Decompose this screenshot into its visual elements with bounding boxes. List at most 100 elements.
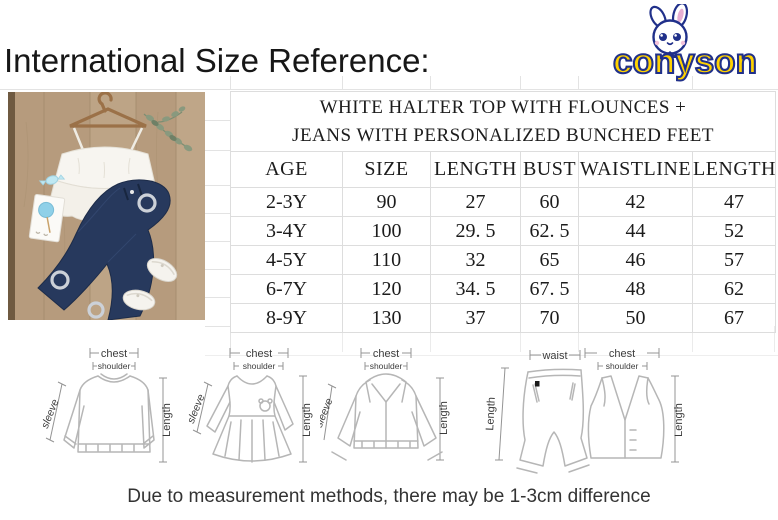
product-title-cell: WHITE HALTER TOP WITH FLOUNCES + JEANS W… [229, 91, 777, 152]
table-row: 4-5Y 110 32 65 46 57 [230, 245, 777, 275]
length-label: Length [484, 397, 498, 431]
sleeve-label: sleeve [320, 396, 336, 429]
length-label: Length [673, 403, 685, 437]
grid-line [205, 241, 230, 242]
hooded-jacket-diagram: chest shoulder sleeve Length [320, 348, 450, 461]
cell: 32 [430, 245, 521, 275]
cell: 90 [342, 187, 431, 217]
bunny-icon [649, 4, 689, 58]
sweatshirt-diagram: chest shoulder sleeve Length [40, 348, 173, 463]
length-label: Length [438, 401, 450, 435]
cell: 130 [342, 303, 431, 333]
shoulder-label: shoulder [243, 361, 276, 371]
grid-line [342, 326, 343, 352]
cell: 62. 5 [520, 216, 579, 246]
column-header: BUST [520, 151, 579, 188]
navy-jeans [37, 179, 171, 320]
waist-label: waist [541, 350, 567, 362]
cell: 29. 5 [430, 216, 521, 246]
product-title-line1: WHITE HALTER TOP WITH FLOUNCES + [319, 96, 687, 118]
wooden-hanger [69, 92, 147, 128]
cell: 46 [578, 245, 693, 275]
brand-logo: conyson [592, 2, 778, 88]
cell: 47 [691, 187, 777, 217]
measurement-disclaimer: Due to measurement methods, there may be… [127, 486, 651, 507]
card-with-lollipop [28, 194, 66, 243]
cell: 57 [691, 245, 777, 275]
grid-line [205, 185, 230, 186]
grid-line [520, 76, 521, 89]
cell: 48 [578, 274, 693, 304]
cell: 42 [578, 187, 693, 217]
cell: 50 [578, 303, 693, 333]
pants-diagram: waist Length [484, 350, 590, 474]
cell: 27 [430, 187, 521, 217]
grid-line [205, 120, 230, 121]
cell: 67. 5 [520, 274, 579, 304]
eucalyptus-sprig [143, 106, 193, 152]
grid-line [0, 89, 778, 90]
table-header-row: AGE SIZE LENGTH BUST WAISTLINE LENGTH [230, 151, 777, 188]
cell: 100 [342, 216, 431, 246]
cell: 6-7Y [230, 274, 343, 304]
column-header: LENGTH [430, 151, 521, 188]
table-row: 3-4Y 100 29. 5 62. 5 44 52 [230, 216, 777, 246]
cell: 62 [691, 274, 777, 304]
cell: 52 [691, 216, 777, 246]
grid-line [205, 326, 230, 327]
sleeve-label: sleeve [185, 392, 208, 425]
grid-line [774, 326, 775, 352]
cell: 120 [342, 274, 431, 304]
tag-mark [535, 381, 540, 387]
chest-label: chest [373, 348, 399, 360]
chest-label: chest [609, 348, 635, 360]
shoulder-label: shoulder [98, 361, 131, 371]
grid-line [205, 150, 230, 151]
grid-line [230, 76, 231, 89]
table-row: 8-9Y 130 37 70 50 67 [230, 303, 777, 333]
shoulder-label: shoulder [606, 361, 639, 371]
product-photo [8, 92, 205, 320]
vest-diagram: chest shoulder Length [584, 348, 685, 463]
white-shoes [122, 258, 178, 311]
grid-line [692, 76, 693, 89]
column-header: WAISTLINE [578, 151, 693, 188]
candy [38, 174, 66, 186]
cell: 110 [342, 245, 431, 275]
grid-line [692, 326, 693, 352]
column-header: AGE [230, 151, 343, 188]
size-table: WHITE HALTER TOP WITH FLOUNCES + JEANS W… [229, 91, 777, 333]
grid-line [205, 355, 778, 356]
grid-line [342, 76, 343, 89]
grid-line [205, 213, 230, 214]
grid-line [205, 269, 230, 270]
chest-label: chest [246, 348, 272, 360]
dress-diagram: chest shoulder sleeve Length [185, 348, 313, 463]
chest-label: chest [101, 348, 127, 360]
cell: 3-4Y [230, 216, 343, 246]
column-header: LENGTH [691, 151, 777, 188]
length-label: Length [161, 403, 173, 437]
cell: 8-9Y [230, 303, 343, 333]
cell: 4-5Y [230, 245, 343, 275]
table-row: 2-3Y 90 27 60 42 47 [230, 187, 777, 217]
page-title: International Size Reference: [4, 42, 430, 79]
cell: 60 [520, 187, 579, 217]
cell: 67 [691, 303, 777, 333]
grid-line [230, 326, 231, 352]
cell: 2-3Y [230, 187, 343, 217]
sleeve-label: sleeve [40, 397, 62, 430]
grid-line [578, 76, 579, 89]
product-title-line2: JEANS WITH PERSONALIZED BUNCHED FEET [292, 124, 714, 146]
grid-line [430, 76, 431, 89]
grid-line [578, 326, 579, 352]
grid-line [430, 326, 431, 352]
grid-line [205, 297, 230, 298]
cell: 70 [520, 303, 579, 333]
table-row: 6-7Y 120 34. 5 67. 5 48 62 [230, 274, 777, 304]
cell: 37 [430, 303, 521, 333]
cell: 34. 5 [430, 274, 521, 304]
cell: 65 [520, 245, 579, 275]
cell: 44 [578, 216, 693, 246]
